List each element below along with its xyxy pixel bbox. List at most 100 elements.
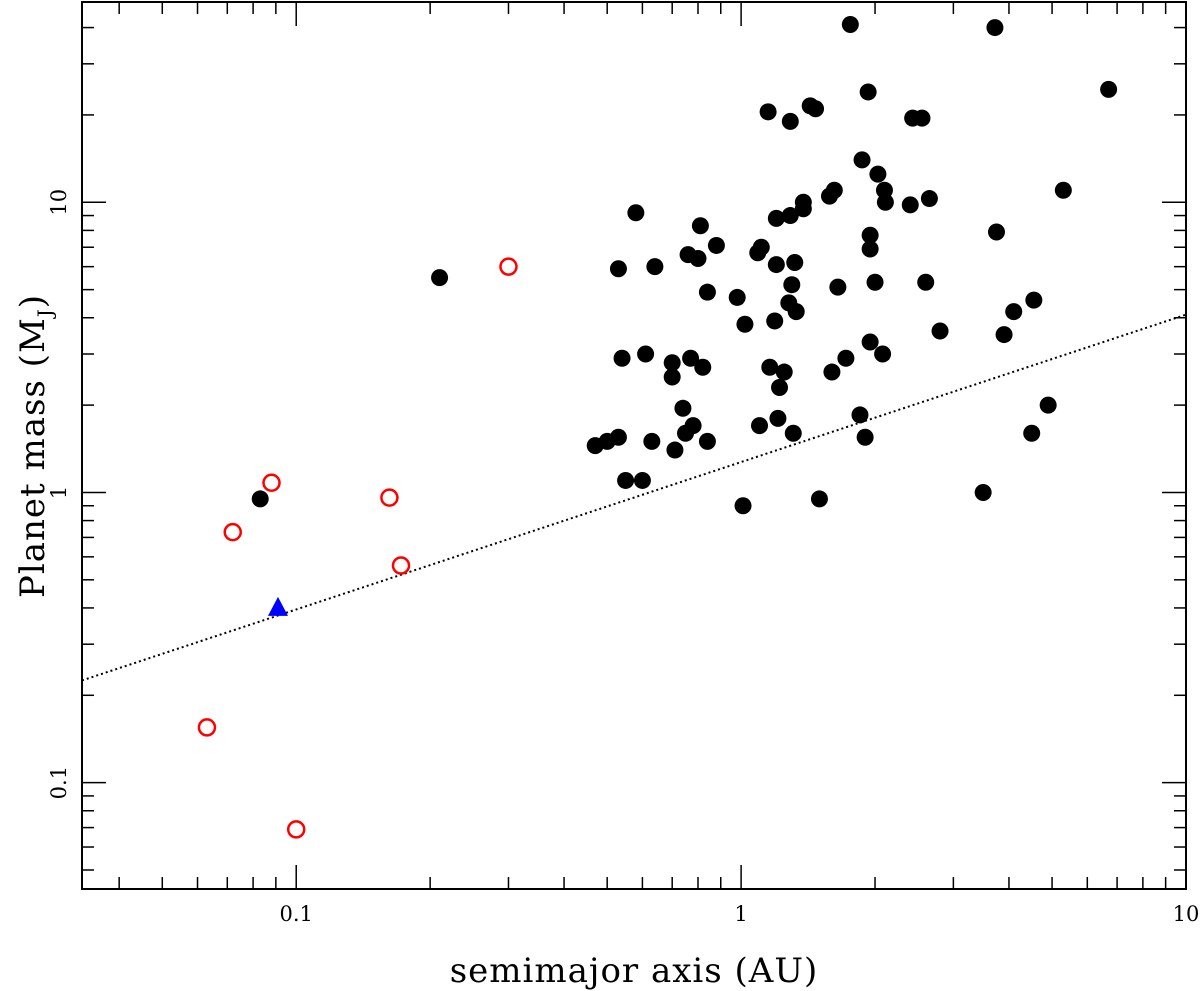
filled-circle-point: [698, 283, 716, 301]
plot-frame: [81, 1, 1187, 890]
filled-circle-point: [851, 406, 869, 424]
filled-circle-point: [794, 193, 812, 211]
filled-circle-point: [931, 322, 949, 340]
x-tick-label: 10: [1173, 902, 1200, 926]
x-axis-label: semimajor axis (AU): [450, 951, 819, 991]
filled-circle-point: [866, 273, 884, 291]
filled-circle-point: [829, 278, 847, 296]
y-axis-label-close: ): [13, 294, 53, 308]
filled-circle-point: [913, 109, 931, 127]
filled-circle-point: [666, 441, 684, 459]
filled-circle-point: [786, 254, 804, 272]
filled-circle-point: [633, 471, 651, 489]
filled-circle-point: [917, 273, 935, 291]
filled-circle-point: [825, 181, 843, 199]
triangle-point: [267, 596, 288, 616]
filled-circle-point: [861, 240, 879, 258]
filled-circle-point: [787, 303, 805, 321]
open-circle-point: [380, 488, 399, 507]
filled-circle-point: [613, 349, 631, 367]
filled-circle-point: [769, 409, 787, 427]
tick-labels: 0.1 1 10 0.1 1 10: [47, 189, 1199, 926]
filled-circle-point: [1025, 291, 1043, 309]
filled-circle-point: [663, 368, 681, 386]
filled-circle-point: [986, 19, 1004, 37]
filled-circle-point: [767, 256, 785, 274]
filled-circle-point: [707, 236, 725, 254]
filled-circle-point: [684, 417, 702, 435]
filled-circle-point: [609, 428, 627, 446]
filled-circle-point: [674, 399, 692, 417]
y-axis-label-subscript: J: [33, 308, 57, 319]
filled-circle-point: [861, 226, 879, 244]
filled-circle-point: [609, 260, 627, 278]
filled-circle-point: [771, 378, 789, 396]
filled-circle-point: [1005, 303, 1023, 321]
filled-circle-point: [859, 83, 877, 101]
x-tick-label: 1: [734, 902, 747, 926]
open-circle-point: [223, 522, 242, 542]
y-axis-label-main: Planet mass (M: [13, 317, 53, 598]
y-tick-label: 10: [47, 189, 71, 216]
filled-circle-point: [874, 345, 892, 363]
filled-circle-point: [784, 424, 802, 442]
filled-circle-point: [752, 238, 770, 256]
filled-circle-point: [694, 358, 712, 376]
filled-circle-point: [643, 432, 661, 450]
filled-circle-point: [627, 204, 645, 222]
filled-circle-point: [920, 190, 938, 208]
filled-circle-point: [1039, 396, 1057, 414]
filled-circle-point: [736, 315, 754, 333]
filled-circle-point: [689, 250, 707, 268]
filled-circle-point: [698, 432, 716, 450]
filled-circle-point: [431, 269, 449, 287]
data-points: [197, 15, 1118, 839]
filled-circle-point: [861, 333, 879, 351]
y-tick-label: 1: [47, 486, 71, 499]
filled-circle-point: [781, 207, 799, 225]
filled-circle-point: [1023, 424, 1041, 442]
filled-circle-point: [1100, 80, 1118, 98]
filled-circle-point: [823, 363, 841, 381]
filled-circle-point: [663, 354, 681, 372]
filled-circle-point: [1054, 181, 1072, 199]
open-circle-point: [197, 718, 217, 737]
open-circle-point: [286, 820, 306, 839]
filled-circle-point: [617, 471, 635, 489]
reference-line-layer: [81, 313, 1187, 682]
filled-circle-point: [837, 349, 855, 367]
filled-circle-point: [995, 326, 1013, 344]
filled-circle-point: [761, 358, 779, 376]
filled-circle-point: [807, 100, 825, 118]
filled-circle-point: [775, 363, 793, 381]
filled-circle-point: [987, 223, 1005, 241]
x-tick-label: 0.1: [280, 902, 313, 926]
reference-line: [81, 313, 1187, 682]
y-axis-label: Planet mass (MJ): [13, 294, 57, 598]
filled-circle-point: [751, 417, 769, 435]
filled-circle-point: [876, 193, 894, 211]
filled-circle-point: [853, 151, 871, 169]
filled-circle-point: [734, 497, 752, 515]
filled-circle-point: [766, 312, 784, 330]
filled-circle-point: [783, 276, 801, 294]
filled-circle-point: [841, 15, 859, 33]
filled-circle-point: [901, 196, 919, 214]
filled-circle-point: [682, 349, 700, 367]
open-circle-point: [391, 556, 411, 575]
filled-circle-point: [646, 258, 664, 276]
filled-circle-point: [637, 345, 655, 363]
filled-circle-point: [691, 217, 709, 235]
filled-circle-point: [810, 490, 828, 508]
open-circle-point: [499, 257, 518, 276]
filled-circle-point: [251, 490, 269, 508]
y-tick-label: 0.1: [47, 766, 71, 799]
open-circle-point: [262, 473, 281, 493]
filled-circle-point: [856, 428, 874, 446]
filled-circle-point: [974, 483, 992, 501]
filled-circle-point: [728, 288, 746, 306]
filled-circle-point: [781, 112, 799, 130]
filled-circle-point: [759, 103, 777, 121]
filled-circle-point: [869, 165, 887, 183]
